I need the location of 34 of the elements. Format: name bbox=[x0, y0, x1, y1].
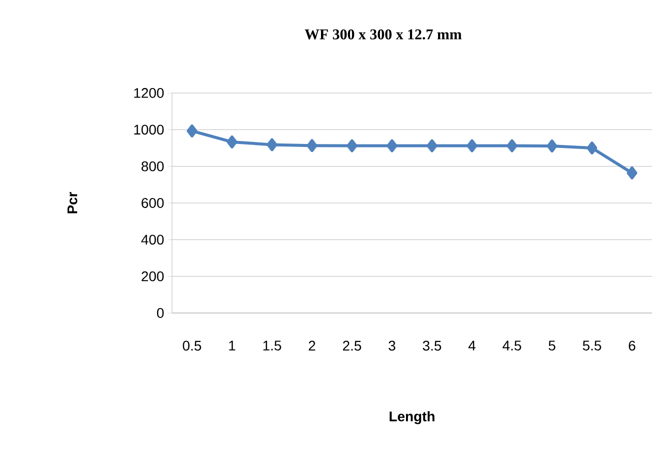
point bbox=[386, 139, 398, 152]
x-tick-label: 1 bbox=[229, 340, 236, 350]
point bbox=[506, 139, 518, 152]
y-tick-label: 0 bbox=[157, 308, 164, 318]
y-tick-label: 1200 bbox=[134, 88, 164, 98]
point bbox=[426, 139, 438, 152]
x-tick-label: 4.5 bbox=[502, 340, 522, 351]
y-axis-title: Pcr bbox=[68, 192, 78, 214]
point bbox=[466, 139, 478, 152]
point bbox=[546, 140, 558, 152]
x-tick-label: 4 bbox=[468, 340, 476, 350]
x-tick-label: 1.5 bbox=[263, 340, 282, 351]
x-tick-label: 2.5 bbox=[343, 340, 362, 351]
point bbox=[226, 135, 238, 148]
x-tick-label: 5.5 bbox=[582, 340, 602, 351]
y-tick-label: 600 bbox=[142, 198, 164, 208]
x-tick-label: 3 bbox=[388, 340, 396, 351]
point bbox=[346, 139, 358, 152]
x-tick-label: 6 bbox=[628, 340, 636, 351]
x-axis-title: Length bbox=[390, 411, 434, 424]
x-tick-label: 0.5 bbox=[182, 340, 202, 351]
point bbox=[306, 139, 318, 152]
x-tick-label: 5 bbox=[548, 340, 556, 351]
chart-title: WF 300 x 300 x 12.7 mm bbox=[304, 29, 462, 40]
x-tick-label: 2 bbox=[308, 340, 316, 351]
y-tick-label: 200 bbox=[142, 271, 164, 282]
point bbox=[186, 124, 198, 138]
x-tick-label: 3.5 bbox=[422, 340, 442, 351]
point bbox=[626, 166, 638, 180]
point bbox=[266, 138, 278, 152]
point bbox=[586, 142, 598, 154]
y-tick-label: 800 bbox=[142, 161, 164, 172]
y-tick-label: 400 bbox=[141, 234, 164, 245]
y-tick-label: 1000 bbox=[134, 124, 164, 135]
